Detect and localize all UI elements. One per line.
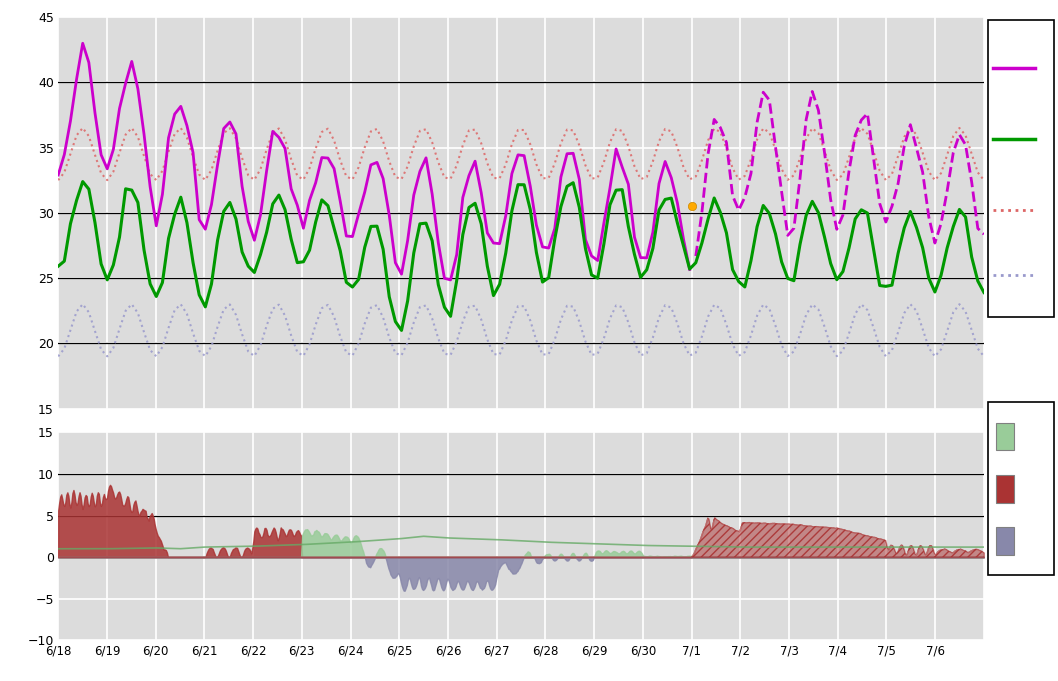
Bar [996, 475, 1015, 503]
Bar [996, 527, 1015, 554]
Bar [996, 423, 1015, 450]
